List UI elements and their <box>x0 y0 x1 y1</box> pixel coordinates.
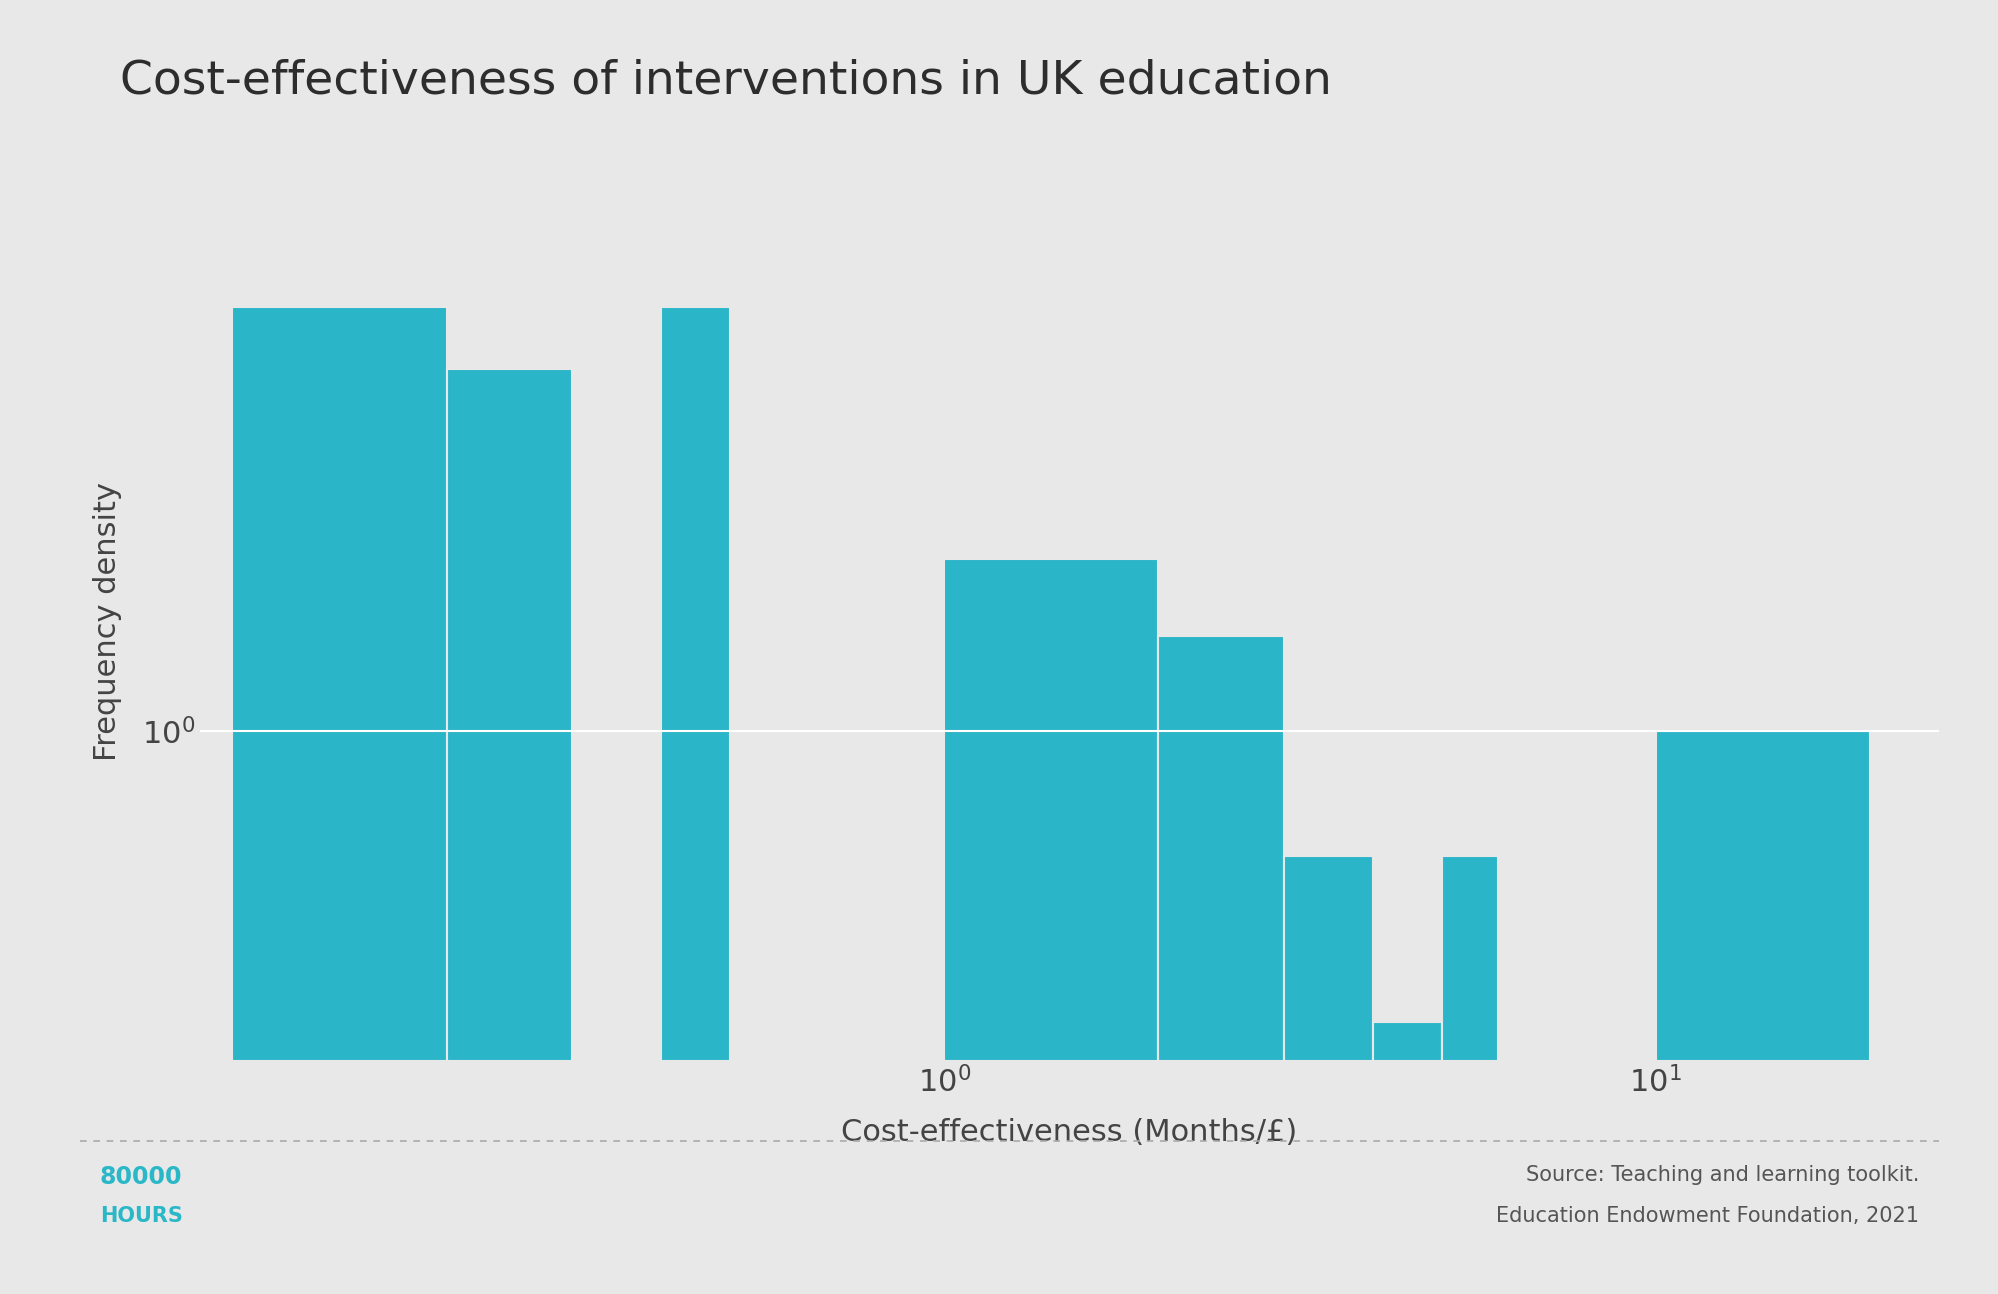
Bar <box>232 307 446 1061</box>
Bar <box>943 559 1157 1061</box>
Bar <box>1441 857 1497 1061</box>
Bar <box>1654 731 1868 1061</box>
Y-axis label: Frequency density: Frequency density <box>94 481 122 761</box>
Bar <box>1157 635 1283 1061</box>
Bar <box>1283 857 1373 1061</box>
Bar <box>1373 1022 1441 1061</box>
Bar <box>661 307 729 1061</box>
X-axis label: Cost-effectiveness (Months/£): Cost-effectiveness (Months/£) <box>841 1118 1297 1146</box>
Bar <box>446 369 571 1061</box>
Text: Cost-effectiveness of interventions in UK education: Cost-effectiveness of interventions in U… <box>120 58 1331 104</box>
Text: 80000: 80000 <box>100 1165 182 1189</box>
Text: Source: Teaching and learning toolkit.: Source: Teaching and learning toolkit. <box>1524 1165 1918 1184</box>
Text: Education Endowment Foundation, 2021: Education Endowment Foundation, 2021 <box>1495 1206 1918 1225</box>
Text: HOURS: HOURS <box>100 1206 182 1225</box>
